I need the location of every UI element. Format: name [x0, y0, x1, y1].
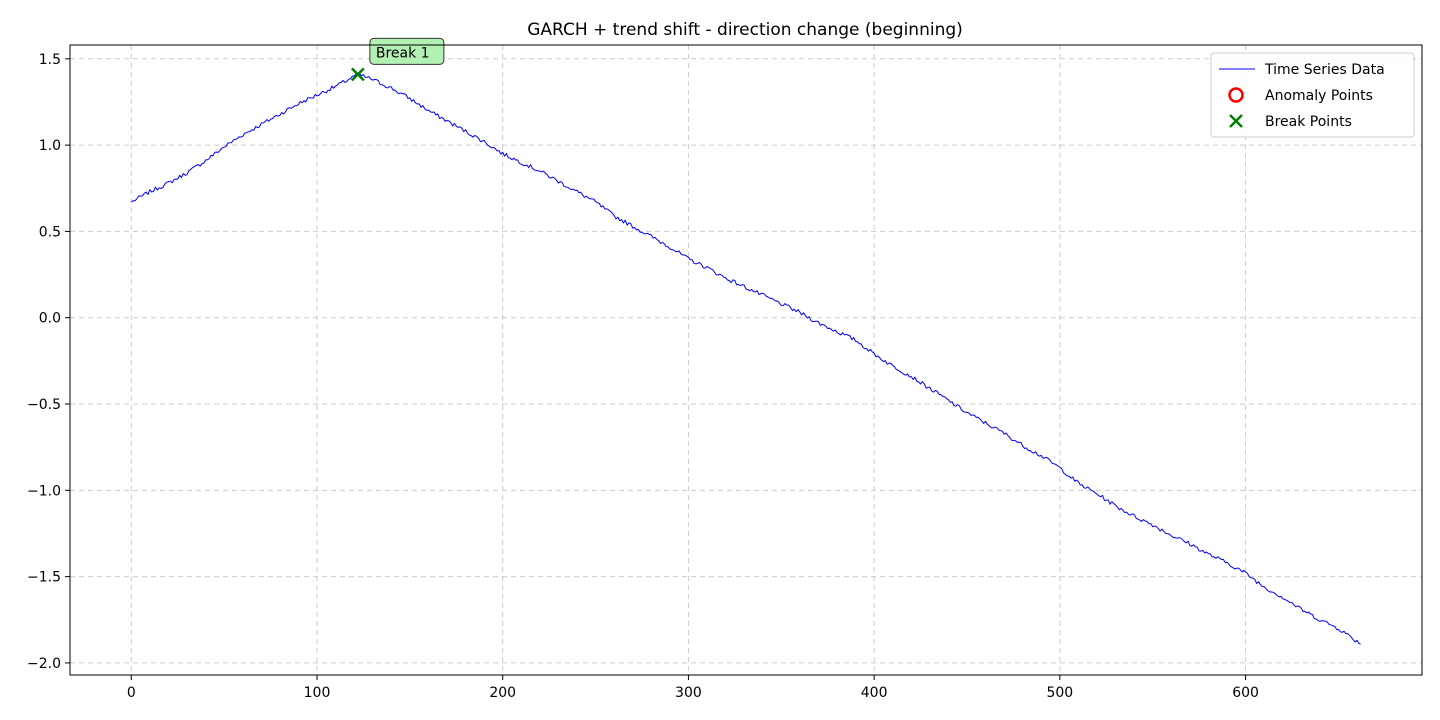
- plot-frame: [69, 44, 1423, 676]
- legend-swatch-anomaly: [1228, 87, 1244, 103]
- grid: [70, 45, 1422, 675]
- x-tick-label: 0: [127, 685, 136, 701]
- legend-label: Break Points: [1265, 114, 1352, 130]
- x-tick-label: 300: [675, 685, 702, 701]
- x-tick-label: 500: [1046, 685, 1073, 701]
- legend-box: [1210, 52, 1415, 138]
- legend-label: Time Series Data: [1264, 62, 1385, 78]
- break-point-marker: [350, 67, 365, 82]
- annotations: Break 1: [369, 37, 445, 65]
- chart-title: GARCH + trend shift - direction change (…: [527, 20, 963, 40]
- y-tick-label: 0.5: [39, 224, 61, 240]
- x-tick-label: 200: [489, 685, 516, 701]
- legend-swatch-break: [1229, 114, 1243, 128]
- y-axis: −2.0 −1.5 −1.0 −0.5 0.0 0.5 1.0 1.5: [27, 52, 70, 672]
- y-tick-label: −1.5: [27, 570, 61, 586]
- markers: [350, 67, 365, 82]
- legend-label: Anomaly Points: [1265, 88, 1373, 104]
- x-axis: 0 100 200 300 400 500 600: [127, 675, 1259, 701]
- y-tick-label: −0.5: [27, 397, 61, 413]
- annotation-label: Break 1: [376, 45, 430, 61]
- series-line-time-series-data: [130, 73, 1361, 645]
- series-layer: [130, 73, 1361, 645]
- y-tick-label: 0.0: [39, 311, 61, 327]
- y-tick-label: −2.0: [27, 656, 61, 672]
- x-tick-label: 600: [1232, 685, 1259, 701]
- legend: Time Series Data Anomaly Points Break Poin…: [1210, 52, 1415, 138]
- y-tick-label: 1.0: [39, 138, 61, 154]
- y-tick-label: 1.5: [39, 52, 61, 68]
- y-tick-label: −1.0: [27, 483, 61, 499]
- x-tick-label: 400: [861, 685, 888, 701]
- x-tick-label: 100: [304, 685, 331, 701]
